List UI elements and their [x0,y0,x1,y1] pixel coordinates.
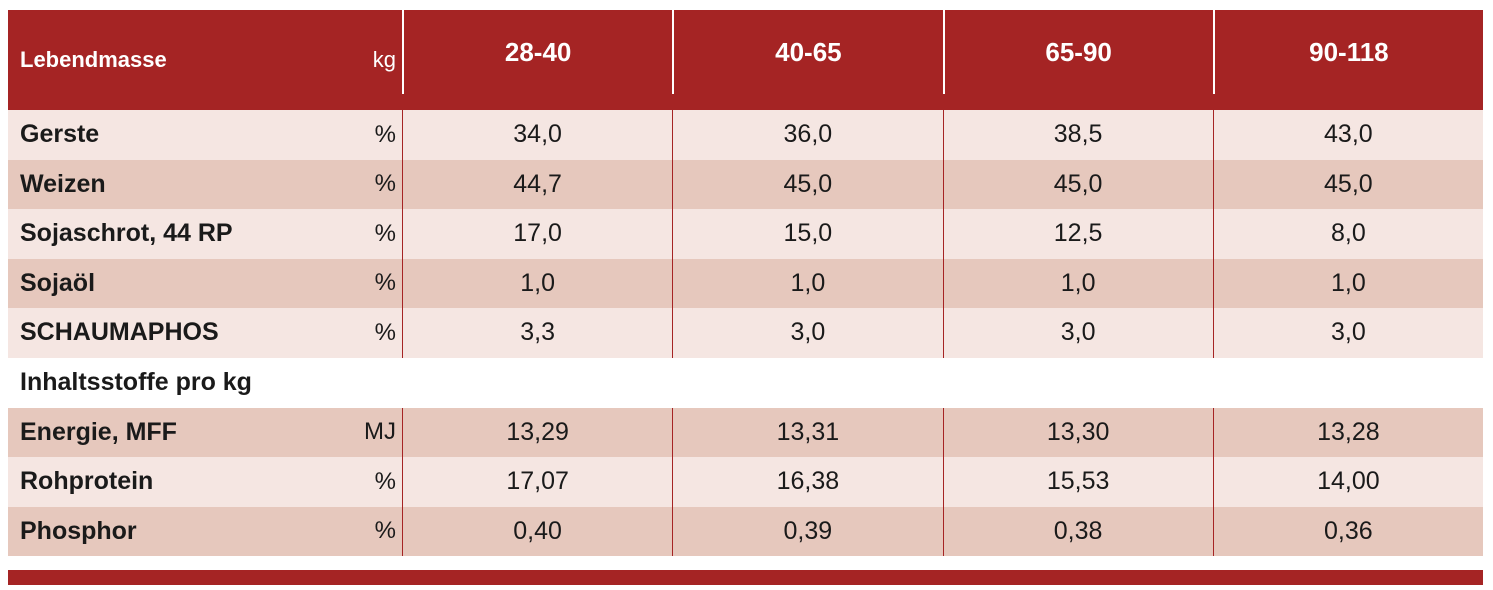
table-cell: 0,38 [942,506,1213,556]
row-unit: % [374,170,396,198]
row-label-cell: Phosphor % [8,507,402,557]
table-cell: 38,5 [942,110,1213,160]
row-unit: % [374,219,396,247]
table-cell: 45,0 [1212,159,1483,209]
table-cell: 8,0 [1212,209,1483,259]
table-cell: 16,38 [672,457,942,507]
table-cell: 15,0 [672,209,942,259]
row-unit: % [374,517,396,545]
table-row: Sojaschrot, 44 RP % 17,0 15,0 12,5 8,0 [8,209,1483,259]
table-row: Weizen % 44,7 45,0 45,0 45,0 [8,159,1483,210]
row-label-cell: SCHAUMAPHOS % [8,308,402,358]
table-cell: 0,39 [672,506,942,556]
row-unit: % [374,318,396,346]
table-cell: 3,3 [402,308,672,358]
section-heading: Inhaltsstoffe pro kg [8,357,1483,408]
row-label-cell: Sojaschrot, 44 RP % [8,209,402,259]
table-row: Rohprotein % 17,07 16,38 15,53 14,00 [8,457,1483,507]
table-cell: 44,7 [402,159,672,209]
row-label: Weizen [20,169,106,198]
row-unit: % [374,467,396,495]
table-cell: 0,40 [402,506,672,556]
table-cell: 1,0 [1212,258,1483,308]
row-label: Gerste [20,120,100,149]
table-row: Gerste % 34,0 36,0 38,5 43,0 [8,110,1483,160]
table-header: Lebendmasse kg 28-40 40-65 65-90 90-118 [8,10,1483,110]
table-cell: 13,29 [402,407,672,457]
feed-table: Lebendmasse kg 28-40 40-65 65-90 90-118 … [8,10,1483,556]
table-cell: 1,0 [942,258,1213,308]
table-row: SCHAUMAPHOS % 3,3 3,0 3,0 3,0 [8,308,1483,358]
table-cell: 17,0 [402,209,672,259]
table-cell: 3,0 [942,308,1213,358]
row-label: Phosphor [20,516,137,545]
header-column: 65-90 [942,10,1213,94]
table-cell: 14,00 [1212,457,1483,507]
header-label: Lebendmasse [20,47,167,72]
row-label-cell: Energie, MFF MJ [8,408,402,458]
header-unit: kg [372,47,396,72]
row-label-cell: Rohprotein % [8,457,402,507]
table-cell: 13,31 [672,407,942,457]
section-title: Inhaltsstoffe pro kg [20,368,252,396]
header-column: 40-65 [672,10,942,94]
row-label: Rohprotein [20,467,154,496]
table-cell: 43,0 [1212,110,1483,160]
table-cell: 0,36 [1212,506,1483,556]
table-cell: 34,0 [402,110,672,160]
table-cell: 13,28 [1212,407,1483,457]
table-cell: 13,30 [942,407,1213,457]
row-label-cell: Gerste % [8,110,402,160]
table-cell: 45,0 [672,159,942,209]
header-column: 28-40 [402,10,672,94]
row-unit: % [374,269,396,297]
table-cell: 45,0 [942,159,1213,209]
row-unit: MJ [364,418,396,446]
row-label: Energie, MFF [20,417,177,446]
table-cell: 15,53 [942,457,1213,507]
header-column: 90-118 [1212,10,1483,94]
table-cell: 17,07 [402,457,672,507]
table-row: Energie, MFF MJ 13,29 13,31 13,30 13,28 [8,407,1483,458]
table-cell: 1,0 [672,258,942,308]
table-row: Sojaöl % 1,0 1,0 1,0 1,0 [8,258,1483,309]
table-cell: 12,5 [942,209,1213,259]
row-label-cell: Weizen % [8,160,402,210]
table-cell: 3,0 [1212,308,1483,358]
row-unit: % [374,120,396,148]
table-cell: 3,0 [672,308,942,358]
table-cell: 36,0 [672,110,942,160]
table-row: Phosphor % 0,40 0,39 0,38 0,36 [8,506,1483,557]
row-label-cell: Sojaöl % [8,259,402,309]
bottom-divider-bar [8,570,1483,585]
row-label: SCHAUMAPHOS [20,318,219,347]
header-label-cell: Lebendmasse kg [8,10,402,110]
table-cell: 1,0 [402,258,672,308]
row-label: Sojaschrot, 44 RP [20,219,233,248]
row-label: Sojaöl [20,268,96,297]
